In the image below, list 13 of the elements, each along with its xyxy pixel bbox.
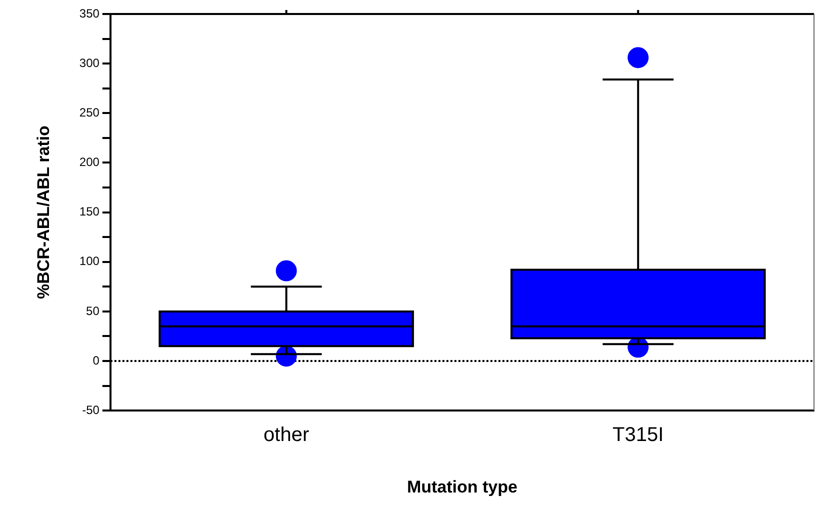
y-tick-label: -50 (82, 402, 100, 417)
x-tick-label: other (264, 424, 310, 446)
y-tick-label: 50 (86, 304, 100, 318)
y-tick-label: 200 (79, 155, 100, 170)
y-tick-label: 250 (79, 105, 100, 120)
x-axis-title: Mutation type (406, 477, 518, 496)
y-tick-label: 100 (79, 254, 100, 268)
x-tick-label: T315I (612, 424, 664, 446)
y-tick-label: 350 (79, 6, 100, 20)
y-tick-label: 0 (92, 353, 100, 368)
y-axis-title: %BCR-ABL/ABL ratio (34, 126, 53, 300)
y-tick-label: 300 (79, 56, 100, 70)
y-tick-label: 150 (79, 204, 100, 219)
